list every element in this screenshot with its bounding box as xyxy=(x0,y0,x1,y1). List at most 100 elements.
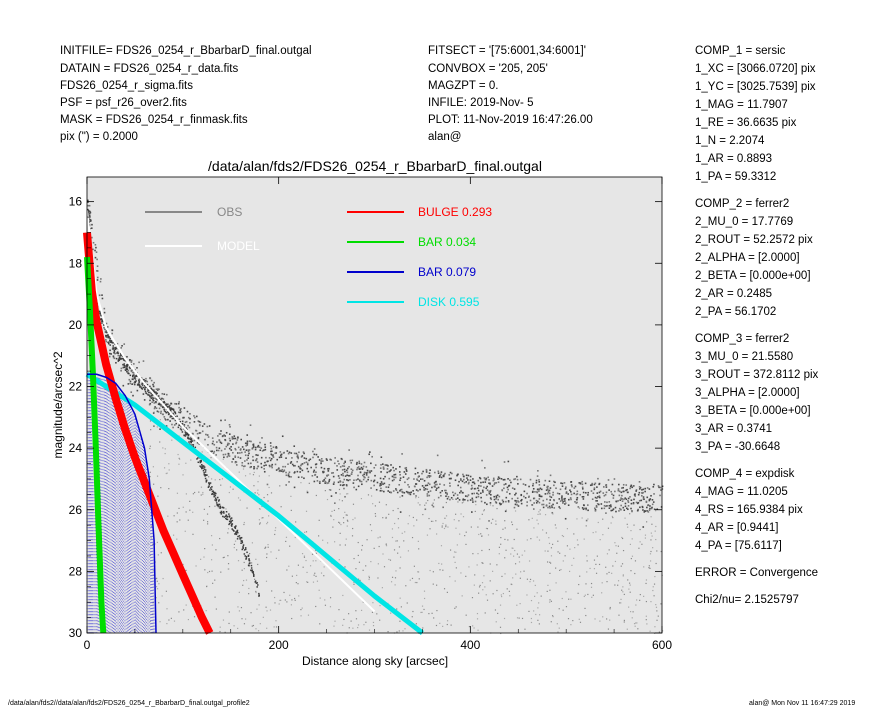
obs-point xyxy=(398,483,401,486)
obs-point xyxy=(202,465,205,467)
obs-point xyxy=(625,489,627,492)
obs-point xyxy=(120,352,122,355)
obs-point xyxy=(396,540,398,542)
obs-point xyxy=(275,626,278,628)
obs-point xyxy=(609,619,611,621)
obs-point xyxy=(152,398,154,401)
obs-point xyxy=(630,499,633,502)
fitsect-line: FITSECT = '[75:6001,34:6001]' xyxy=(428,45,586,57)
obs-point xyxy=(194,446,197,449)
obs-point xyxy=(442,569,444,571)
obs-point xyxy=(266,610,268,612)
obs-point xyxy=(395,489,398,491)
obs-point xyxy=(414,467,417,470)
obs-point xyxy=(487,534,490,536)
obs-point xyxy=(156,389,159,391)
obs-point xyxy=(203,466,206,468)
obs-point xyxy=(582,508,585,511)
obs-point xyxy=(315,494,317,497)
obs-point xyxy=(333,509,336,511)
obs-point xyxy=(150,395,153,397)
obs-point xyxy=(110,340,113,342)
obs-point xyxy=(593,559,596,561)
obs-point xyxy=(298,451,300,454)
obs-point xyxy=(305,461,308,464)
obs-point xyxy=(243,623,246,625)
obs-point xyxy=(577,506,580,508)
obs-point xyxy=(255,558,257,560)
obs-point xyxy=(477,487,479,489)
obs-point xyxy=(635,622,637,624)
obs-point xyxy=(280,456,283,458)
obs-point xyxy=(172,412,174,415)
obs-point xyxy=(328,482,330,484)
obs-point xyxy=(131,383,134,385)
obs-point xyxy=(618,494,621,497)
obs-point xyxy=(239,452,241,454)
obs-point xyxy=(310,466,312,469)
obs-point xyxy=(397,518,399,520)
obs-point xyxy=(596,497,598,499)
obs-point xyxy=(183,416,185,419)
obs-point xyxy=(152,393,154,396)
obs-point xyxy=(89,219,92,221)
obs-point xyxy=(265,606,267,608)
obs-point xyxy=(654,626,656,628)
obs-point xyxy=(183,609,185,611)
obs-point xyxy=(424,504,426,506)
obs-point xyxy=(87,208,89,211)
obs-point xyxy=(297,583,299,585)
obs-point xyxy=(586,555,588,557)
obs-point xyxy=(460,513,462,515)
obs-point xyxy=(488,520,490,522)
obs-point xyxy=(202,467,204,469)
obs-point xyxy=(477,629,479,631)
obs-point xyxy=(564,497,566,500)
obs-point xyxy=(311,553,314,555)
obs-point xyxy=(623,619,625,622)
obs-point xyxy=(403,491,406,494)
initfile-line: INITFILE= FDS26_0254_r_BbarbarD_final.ou… xyxy=(60,45,312,57)
obs-point xyxy=(172,426,174,429)
obs-point xyxy=(131,371,134,374)
obs-point xyxy=(248,587,250,590)
obs-point xyxy=(217,505,220,507)
obs-point xyxy=(540,595,542,597)
obs-point xyxy=(313,574,315,576)
obs-point xyxy=(234,448,237,451)
obs-point xyxy=(211,437,214,439)
obs-point xyxy=(171,423,173,426)
obs-point xyxy=(125,367,127,370)
obs-point xyxy=(333,519,335,521)
obs-point xyxy=(87,209,90,212)
obs-point xyxy=(589,567,591,570)
obs-point xyxy=(523,490,526,493)
obs-point xyxy=(504,520,506,522)
obs-point xyxy=(455,551,457,553)
obs-point xyxy=(536,491,539,494)
obs-point xyxy=(230,519,232,521)
obs-point xyxy=(454,561,456,564)
obs-point xyxy=(239,457,242,459)
obs-point xyxy=(246,551,248,554)
obs-point xyxy=(606,553,609,555)
obs-point xyxy=(274,452,277,455)
obs-point xyxy=(446,591,448,593)
obs-point xyxy=(630,530,632,532)
obs-point xyxy=(646,521,648,523)
obs-point xyxy=(368,577,370,579)
obs-point xyxy=(409,579,411,581)
obs-point xyxy=(264,546,267,548)
bar2-curve xyxy=(87,373,157,634)
obs-point xyxy=(656,508,659,511)
y-tick-label: 18 xyxy=(69,256,83,270)
obs-point xyxy=(629,487,631,490)
obs-point xyxy=(590,490,593,492)
obs-point xyxy=(489,504,492,506)
obs-point xyxy=(257,492,259,494)
obs-point xyxy=(366,539,368,541)
obs-point xyxy=(652,501,655,503)
obs-point xyxy=(365,472,368,474)
obs-point xyxy=(218,499,220,501)
obs-point xyxy=(536,519,538,521)
